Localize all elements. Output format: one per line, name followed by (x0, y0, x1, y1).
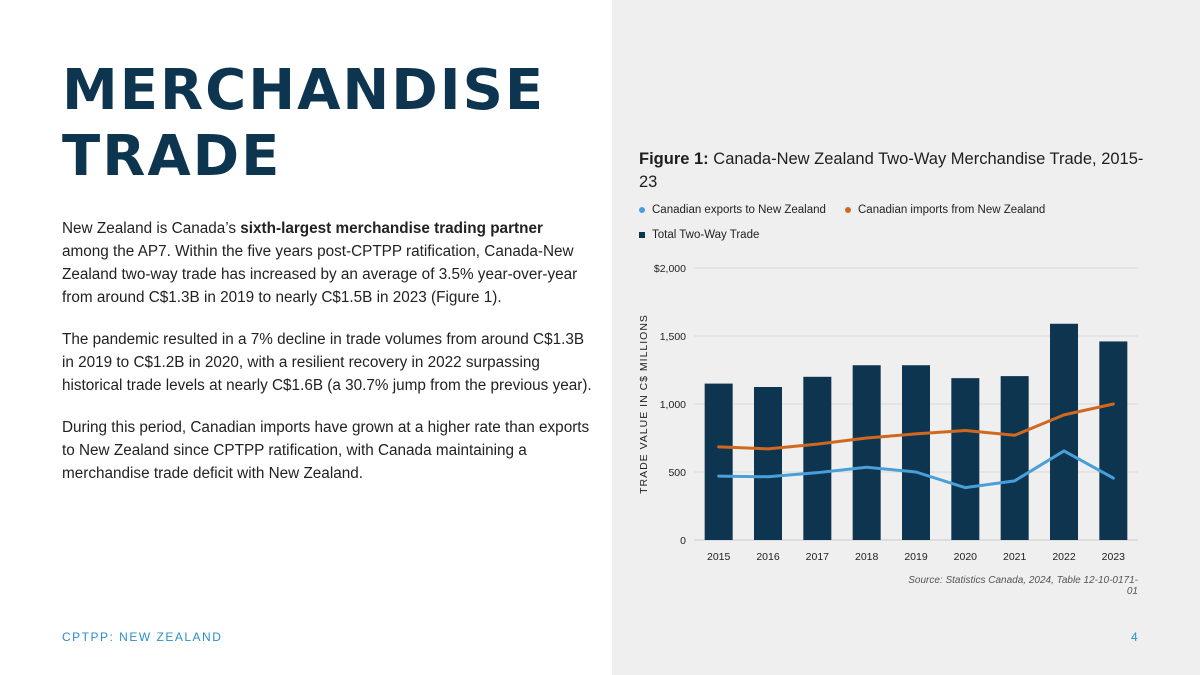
x-tick-label: 2020 (954, 551, 978, 563)
paragraph-1-rest: among the AP7. Within the five years pos… (62, 243, 578, 306)
y-tick-label: 1,500 (660, 331, 686, 343)
bar-total-2018 (852, 365, 881, 540)
x-tick-label: 2023 (1102, 551, 1126, 563)
figure-caption: Canada-New Zealand Two-Way Merchandise T… (639, 150, 1144, 191)
paragraph-3: During this period, Canadian imports hav… (62, 419, 590, 482)
legend-exports-marker (639, 207, 645, 213)
y-axis-title: TRADE VALUE IN C$ MILLIONS (638, 314, 650, 494)
exports-line (717, 449, 1115, 490)
x-tick-label: 2022 (1052, 551, 1076, 563)
left-panel: MERCHANDISE TRADE New Zealand is Canada’… (62, 58, 592, 644)
bar-total-2022 (1050, 323, 1078, 540)
y-tick-label: 1,000 (660, 399, 686, 411)
legend-total-marker (639, 232, 645, 238)
legend-exports-label: Canadian exports to New Zealand (652, 204, 826, 216)
legend-total-label: Total Two-Way Trade (652, 229, 760, 241)
paragraph-2: The pandemic resulted in a 7% decline in… (62, 331, 592, 394)
y-tick-label: $2,000 (654, 263, 686, 275)
legend-item-total: Total Two-Way Trade (639, 229, 759, 241)
paragraph-1-intro: New Zealand is Canada’s (62, 220, 241, 237)
x-tick-label: 2019 (904, 551, 928, 563)
y-tick-label: 0 (680, 535, 686, 547)
bar-total-2021 (1000, 376, 1029, 540)
y-tick-label: 500 (668, 467, 686, 479)
bar-total-2016 (754, 387, 782, 540)
bar-total-2015 (704, 383, 733, 540)
trade-chart: 0 500 1,000 1,500 $2,000 TRADE VALUE IN C$ MI… (638, 263, 1138, 563)
footer-section-label: CPTPP: NEW ZEALAND (62, 630, 223, 644)
legend-item-exports: Canadian exports to New Zealand (639, 204, 826, 216)
x-tick-label: 2016 (756, 551, 780, 563)
bar-total-2023 (1099, 341, 1128, 540)
legend-imports-label: Canadian imports from New Zealand (858, 204, 1046, 216)
paragraph-1-emphasis: sixth-largest merchandise trading partne… (240, 220, 543, 237)
x-tick-label: 2018 (855, 551, 879, 563)
bar-total-2017 (803, 376, 832, 540)
chart-source-note: Source: Statistics Canada, 2024, Table 1… (908, 575, 1138, 597)
page-title-line-1: MERCHANDISE (62, 58, 546, 123)
imports-line (717, 402, 1115, 451)
page-title: MERCHANDISE TRADE (62, 58, 545, 190)
paragraph-1: New Zealand is Canada’s sixth-largest me… (62, 217, 592, 309)
chart-panel (612, 0, 1200, 675)
x-tick-label: 2017 (806, 551, 830, 563)
body-text: New Zealand is Canada’s sixth-largest me… (62, 217, 592, 504)
figure-label: Figure 1: (639, 150, 709, 168)
legend-imports-marker (845, 207, 851, 213)
legend-item-imports: Canadian imports from New Zealand (845, 204, 1045, 216)
x-tick-label: 2015 (707, 551, 731, 563)
x-tick-label: 2021 (1003, 551, 1027, 563)
bar-total-2019 (902, 365, 930, 540)
page-title-line-2: TRADE (62, 124, 282, 189)
figure-title: Figure 1: Canada-New Zealand Two-Way Mer… (639, 148, 1159, 194)
bar-total-2020 (951, 378, 980, 540)
page-number: 4 (1131, 630, 1138, 644)
